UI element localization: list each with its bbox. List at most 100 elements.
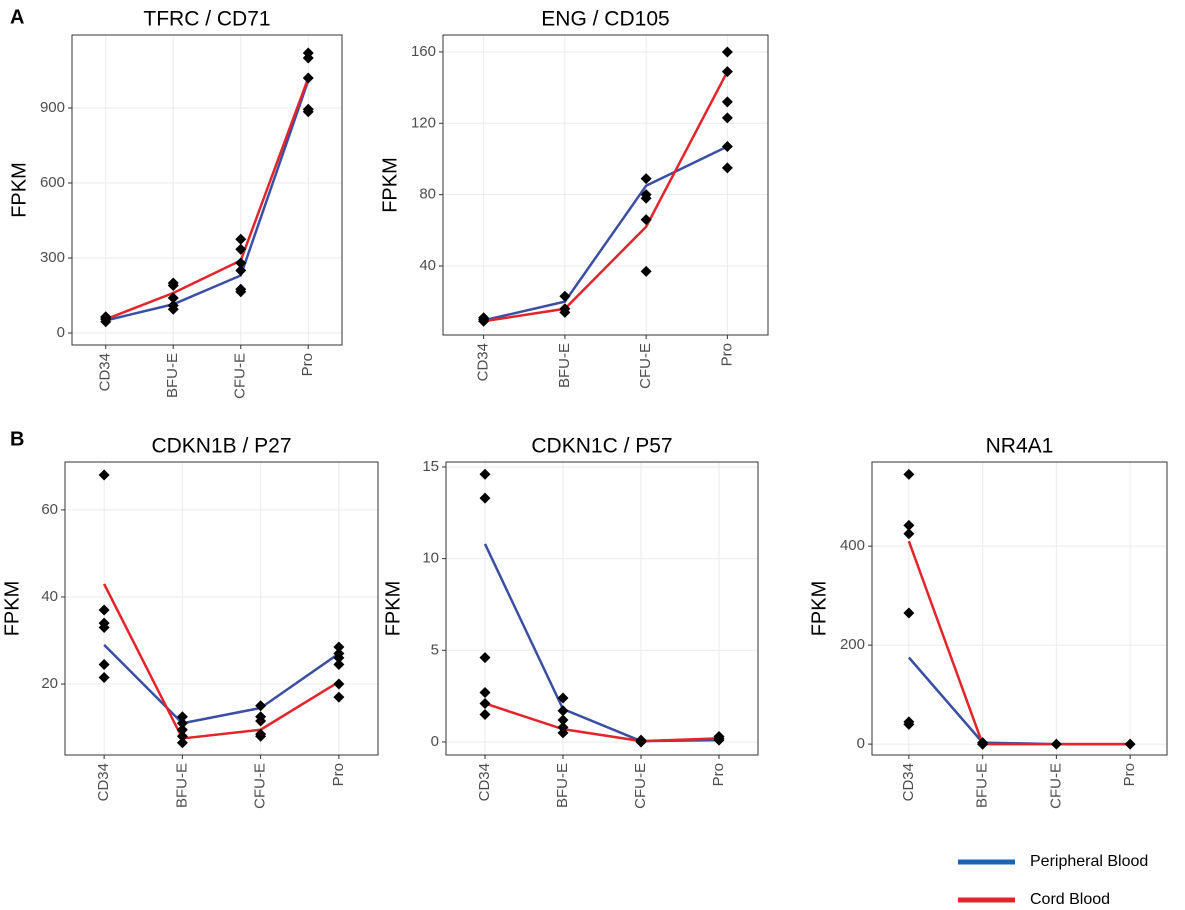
x-tick-label: BFU-E: [173, 763, 190, 808]
series-line: [105, 77, 310, 321]
data-point: [903, 528, 915, 540]
y-tick-label: 200: [840, 636, 865, 653]
y-tick-label: 40: [41, 588, 58, 605]
data-point: [333, 652, 345, 664]
legend-label: Peripheral Blood: [1030, 853, 1148, 870]
data-point: [255, 715, 267, 727]
y-tick-label: 80: [419, 186, 436, 203]
data-point: [640, 173, 652, 185]
panel: 0 200 400 CD34 BFU-E CFU-E Pro NR4A1 FPKM: [808, 435, 1168, 809]
plot-background: [446, 462, 758, 755]
data-point: [167, 303, 179, 315]
data-point: [176, 724, 188, 736]
y-tick-label: 0: [857, 735, 865, 752]
data-point: [98, 658, 110, 670]
data-point: [721, 112, 733, 124]
data-point: [302, 52, 314, 64]
plot-background: [443, 35, 768, 335]
x-tick-label: CD34: [476, 763, 493, 801]
data-point: [559, 290, 571, 302]
data-point: [255, 700, 267, 712]
data-point: [1050, 738, 1062, 750]
panel: 0 5 10 15 CD34 BFU-E CFU-E Pro CDKN1C / P57 FPKM: [382, 435, 759, 809]
y-tick-label: 20: [41, 675, 58, 692]
series-line: [907, 540, 1131, 746]
data-point: [98, 469, 110, 481]
plot-border: [71, 34, 343, 346]
x-tick-label: CFU-E: [632, 763, 649, 809]
plot-background: [65, 462, 378, 755]
series-line: [483, 145, 728, 322]
series-line: [483, 70, 729, 323]
y-tick-label: 400: [840, 537, 865, 554]
data-point: [640, 265, 652, 277]
data-point: [557, 714, 569, 726]
x-tick-label: Pro: [710, 763, 727, 786]
y-tick-label: 60: [41, 501, 58, 518]
plot-border: [442, 34, 769, 336]
data-point: [977, 738, 989, 750]
data-point: [235, 257, 247, 269]
panel: 20 40 60 CD34 BFU-E CFU-E Pro CDKN1B / P27 FPKM: [1, 435, 379, 809]
chart-title: NR4A1: [986, 435, 1054, 458]
data-point: [98, 672, 110, 684]
panel-label: B: [10, 428, 24, 450]
chart-title: TFRC / CD71: [143, 8, 270, 31]
plot-background: [872, 462, 1167, 755]
x-tick-label: CD34: [475, 343, 492, 381]
data-point: [557, 705, 569, 717]
y-tick-label: 900: [40, 99, 65, 116]
series-line: [484, 702, 720, 743]
data-point: [235, 265, 247, 276]
data-point: [557, 692, 569, 704]
y-tick-label: 5: [431, 641, 439, 658]
data-point: [640, 192, 652, 204]
data-point: [557, 727, 569, 739]
x-tick-label: Pro: [1121, 763, 1138, 786]
series-line: [105, 80, 310, 322]
data-point: [100, 311, 112, 323]
y-tick-label: 0: [57, 324, 65, 341]
data-point: [98, 621, 110, 633]
plot-border: [445, 461, 759, 756]
data-point: [302, 106, 314, 118]
chart-title: CDKN1B / P27: [151, 435, 291, 458]
data-point: [479, 708, 491, 720]
x-tick-label: CFU-E: [232, 353, 249, 399]
x-tick-label: Pro: [718, 343, 735, 366]
chart-title: CDKN1C / P57: [531, 435, 672, 458]
data-point: [235, 286, 247, 298]
y-tick-label: 120: [411, 114, 436, 131]
legend-label: Cord Blood: [1030, 891, 1110, 908]
y-tick-label: 600: [40, 174, 65, 191]
x-tick-label: Pro: [330, 763, 347, 786]
panel: 0 300 600 900 CD34 BFU-E CFU-E Pro TFRC / CD71 FP…: [8, 8, 343, 399]
data-point: [635, 736, 647, 748]
x-tick-label: BFU-E: [556, 343, 573, 388]
y-tick-label: 160: [411, 43, 436, 60]
data-point: [713, 734, 725, 746]
data-point: [235, 243, 247, 255]
data-point: [559, 306, 571, 318]
y-axis-label: FPKM: [382, 581, 404, 637]
y-tick-label: 15: [422, 458, 439, 475]
data-point: [333, 658, 345, 670]
data-point: [333, 678, 345, 690]
data-point: [640, 214, 652, 226]
y-axis-label: FPKM: [8, 162, 30, 218]
data-point: [302, 72, 314, 84]
data-point: [176, 711, 188, 723]
data-point: [176, 730, 188, 742]
data-point: [478, 313, 490, 325]
panel-label: A: [10, 6, 24, 28]
y-axis-label: FPKM: [379, 157, 401, 213]
data-point: [255, 730, 267, 742]
x-tick-label: CD34: [900, 763, 917, 801]
data-point: [167, 292, 179, 304]
data-point: [557, 721, 569, 733]
y-tick-label: 10: [422, 550, 439, 567]
data-point: [479, 686, 491, 698]
data-point: [721, 96, 733, 108]
